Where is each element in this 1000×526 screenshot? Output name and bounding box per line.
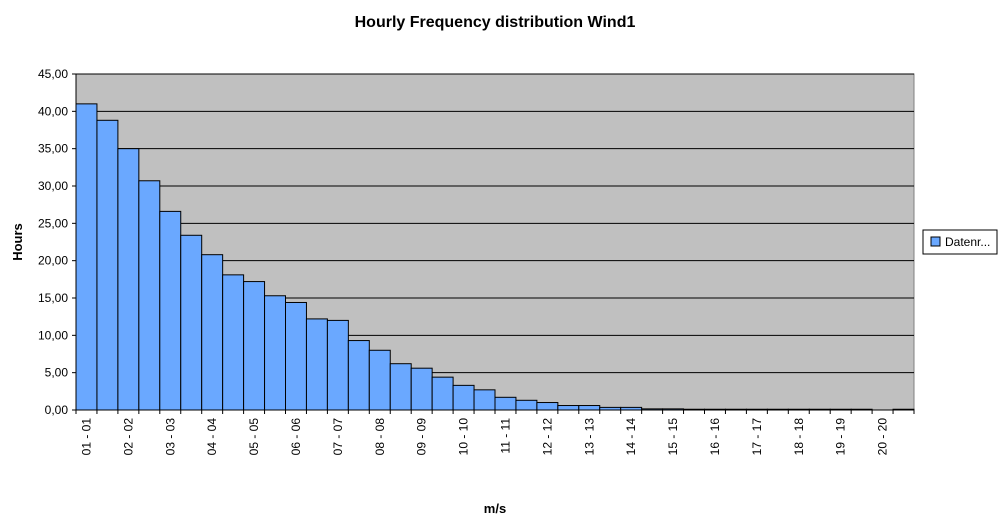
bar — [515, 399, 538, 411]
bar — [326, 319, 349, 411]
bar — [201, 254, 224, 411]
bar — [452, 384, 475, 411]
y-tick-label: 45,00 — [38, 67, 68, 81]
y-tick-label: 5,00 — [45, 366, 69, 380]
bar — [473, 389, 496, 411]
x-tick-label: 14 - 14 — [624, 418, 638, 456]
x-ticks: 01 - 01 02 - 02 03 - 03 04 - 04 05 - 05 06 - … — [75, 410, 915, 456]
chart-title: Hourly Frequency distribution Wind1 — [355, 14, 636, 31]
y-tick-label: 20,00 — [38, 254, 68, 268]
y-tick-label: 15,00 — [38, 291, 68, 305]
x-tick-label: 07 - 07 — [331, 418, 345, 456]
bar — [578, 405, 601, 411]
bar — [536, 402, 559, 411]
y-axis-label: Hours — [10, 223, 25, 261]
bar — [410, 367, 433, 411]
bar — [494, 396, 517, 411]
bar — [222, 274, 245, 411]
x-tick-label: 20 - 20 — [876, 418, 890, 456]
bar — [305, 318, 328, 411]
legend: Datenr... — [922, 229, 998, 255]
y-tick-label: 35,00 — [38, 142, 68, 156]
x-axis-label: m/s — [484, 501, 506, 516]
bar — [75, 103, 98, 411]
y-tick-label: 25,00 — [38, 216, 68, 230]
x-tick-label: 05 - 05 — [247, 418, 261, 456]
x-tick-label: 08 - 08 — [373, 418, 387, 456]
x-tick-label: 12 - 12 — [540, 418, 554, 456]
x-tick-label: 19 - 19 — [834, 418, 848, 456]
bar — [264, 295, 286, 411]
y-ticks: 0,00 5,00 10,00 15,00 20,00 25,00 30,00 35,00 40… — [38, 67, 76, 417]
x-tick-label: 15 - 15 — [666, 418, 680, 456]
bar — [389, 363, 412, 411]
bar — [180, 234, 203, 411]
bar — [347, 340, 370, 411]
x-tick-label: 13 - 13 — [582, 418, 596, 456]
bars — [75, 103, 915, 411]
legend-label: Datenr... — [945, 235, 990, 249]
x-tick-label: 04 - 04 — [205, 418, 219, 456]
bar — [138, 180, 161, 411]
bar — [96, 119, 119, 411]
x-tick-label: 03 - 03 — [163, 418, 177, 456]
x-tick-label: 09 - 09 — [415, 418, 429, 456]
legend-swatch — [930, 236, 941, 247]
x-tick-label: 16 - 16 — [708, 418, 722, 456]
y-tick-label: 40,00 — [38, 104, 68, 118]
bar — [159, 210, 182, 411]
bar — [243, 281, 266, 411]
y-tick-label: 0,00 — [45, 403, 69, 417]
bar — [285, 301, 307, 411]
x-tick-label: 10 - 10 — [457, 418, 471, 456]
bar — [117, 148, 140, 411]
bar — [431, 376, 454, 411]
x-tick-label: 01 - 01 — [79, 418, 93, 456]
bar — [368, 349, 391, 411]
y-tick-label: 10,00 — [38, 328, 68, 342]
y-tick-label: 30,00 — [38, 179, 68, 193]
x-tick-label: 11 - 11 — [498, 418, 512, 454]
x-tick-label: 02 - 02 — [121, 418, 135, 456]
x-tick-label: 17 - 17 — [750, 418, 764, 456]
x-tick-label: 06 - 06 — [289, 418, 303, 456]
bar — [557, 405, 580, 411]
x-tick-label: 18 - 18 — [792, 418, 806, 456]
